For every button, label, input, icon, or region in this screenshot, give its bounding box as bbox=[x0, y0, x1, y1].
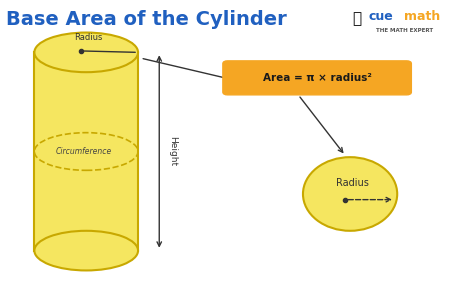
Text: Circumference: Circumference bbox=[56, 147, 112, 156]
Text: Radius: Radius bbox=[336, 178, 369, 188]
Text: math: math bbox=[404, 10, 440, 23]
FancyBboxPatch shape bbox=[223, 61, 411, 95]
Text: Radius: Radius bbox=[74, 33, 103, 42]
Text: Area = π × radius²: Area = π × radius² bbox=[263, 73, 372, 83]
Text: THE MATH EXPERT: THE MATH EXPERT bbox=[376, 28, 433, 33]
Text: cue: cue bbox=[369, 10, 394, 23]
FancyBboxPatch shape bbox=[35, 52, 138, 251]
Ellipse shape bbox=[303, 157, 397, 231]
Text: 🚀: 🚀 bbox=[353, 11, 362, 26]
Text: Base Area of the Cylinder: Base Area of the Cylinder bbox=[6, 10, 287, 29]
Text: Height: Height bbox=[168, 136, 177, 166]
Ellipse shape bbox=[35, 231, 138, 271]
Ellipse shape bbox=[35, 33, 138, 72]
